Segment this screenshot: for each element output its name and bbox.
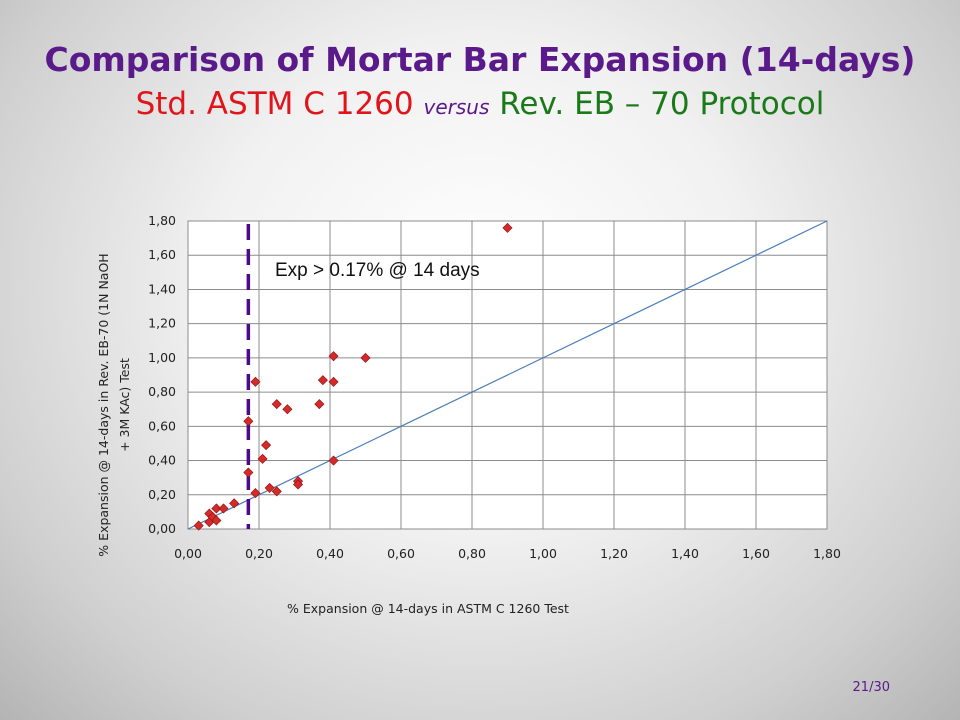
- y-tick-label: 0,00: [148, 521, 176, 536]
- title-line-2: Std. ASTM C 1260 versus Rev. EB – 70 Pro…: [0, 82, 960, 129]
- data-points: [193, 222, 513, 531]
- y-tick-label: 1,40: [148, 281, 176, 296]
- y-axis-label: % Expansion @ 14-days in Rev. EB-70 (1N …: [96, 253, 132, 556]
- reference-line-group: [187, 220, 828, 530]
- data-point: [211, 503, 222, 514]
- y-axis-label-line-2: + 3M KAc) Test: [117, 358, 132, 452]
- data-point: [211, 515, 222, 526]
- data-point: [360, 352, 371, 363]
- title-line-1: Comparison of Mortar Bar Expansion (14-d…: [44, 40, 916, 79]
- x-tick-label: 1,80: [813, 546, 841, 561]
- x-tick-label: 0,20: [245, 546, 273, 561]
- x-tick-label: 0,40: [316, 546, 344, 561]
- grid-lines: [188, 221, 827, 529]
- data-point: [261, 440, 272, 451]
- x-tick-label: 1,60: [742, 546, 770, 561]
- y-tick-label: 1,00: [148, 350, 176, 365]
- x-tick-label: 1,40: [671, 546, 699, 561]
- x-tick-label: 0,00: [174, 546, 202, 561]
- data-point: [502, 222, 513, 233]
- data-point: [328, 455, 339, 466]
- annotation-label: Exp > 0.17% @ 14 days: [275, 260, 480, 281]
- x-tick-label: 1,00: [529, 546, 557, 561]
- data-point: [229, 498, 240, 509]
- x-tick-label: 1,20: [600, 546, 628, 561]
- y-tick-label: 0,60: [148, 418, 176, 433]
- data-point: [243, 467, 254, 478]
- data-point: [328, 351, 339, 362]
- data-point: [243, 416, 254, 427]
- data-point: [250, 376, 261, 387]
- reference-line: [187, 220, 828, 530]
- y-axis-label-line-1: % Expansion @ 14-days in Rev. EB-70 (1N …: [96, 253, 111, 556]
- slide-title: Comparison of Mortar Bar Expansion (14-d…: [0, 38, 960, 129]
- data-point: [282, 404, 293, 415]
- y-tick-label: 0,80: [148, 384, 176, 399]
- title-versus: versus: [423, 95, 490, 119]
- y-tick-label: 1,60: [148, 247, 176, 262]
- data-point: [317, 375, 328, 386]
- title-std: Std. ASTM C 1260: [135, 86, 414, 122]
- data-point: [257, 453, 268, 464]
- data-point: [250, 488, 261, 499]
- data-point: [193, 520, 204, 531]
- x-tick-labels: 0,00 0,20 0,40 0,60 0,80 1,00 1,20 1,40 1,60 1,80: [174, 546, 841, 561]
- y-tick-label: 0,40: [148, 453, 176, 468]
- data-point: [314, 399, 325, 410]
- x-tick-label: 0,80: [458, 546, 486, 561]
- page-number: 21/30: [852, 680, 890, 695]
- y-tick-label: 0,20: [148, 487, 176, 502]
- y-tick-labels: 0,00 0,20 0,40 0,60 0,80 1,00 1,20 1,40 1,60 1,80: [148, 213, 176, 536]
- data-point: [264, 482, 275, 493]
- data-point: [218, 503, 229, 514]
- x-tick-label: 0,60: [387, 546, 415, 561]
- data-point: [271, 486, 282, 497]
- title-rev: Rev. EB – 70 Protocol: [499, 86, 825, 122]
- x-axis-label: % Expansion @ 14-days in ASTM C 1260 Tes…: [287, 601, 569, 616]
- data-point: [271, 399, 282, 410]
- y-tick-label: 1,20: [148, 316, 176, 331]
- data-point: [293, 479, 304, 490]
- y-tick-label: 1,80: [148, 213, 176, 228]
- data-point: [328, 376, 339, 387]
